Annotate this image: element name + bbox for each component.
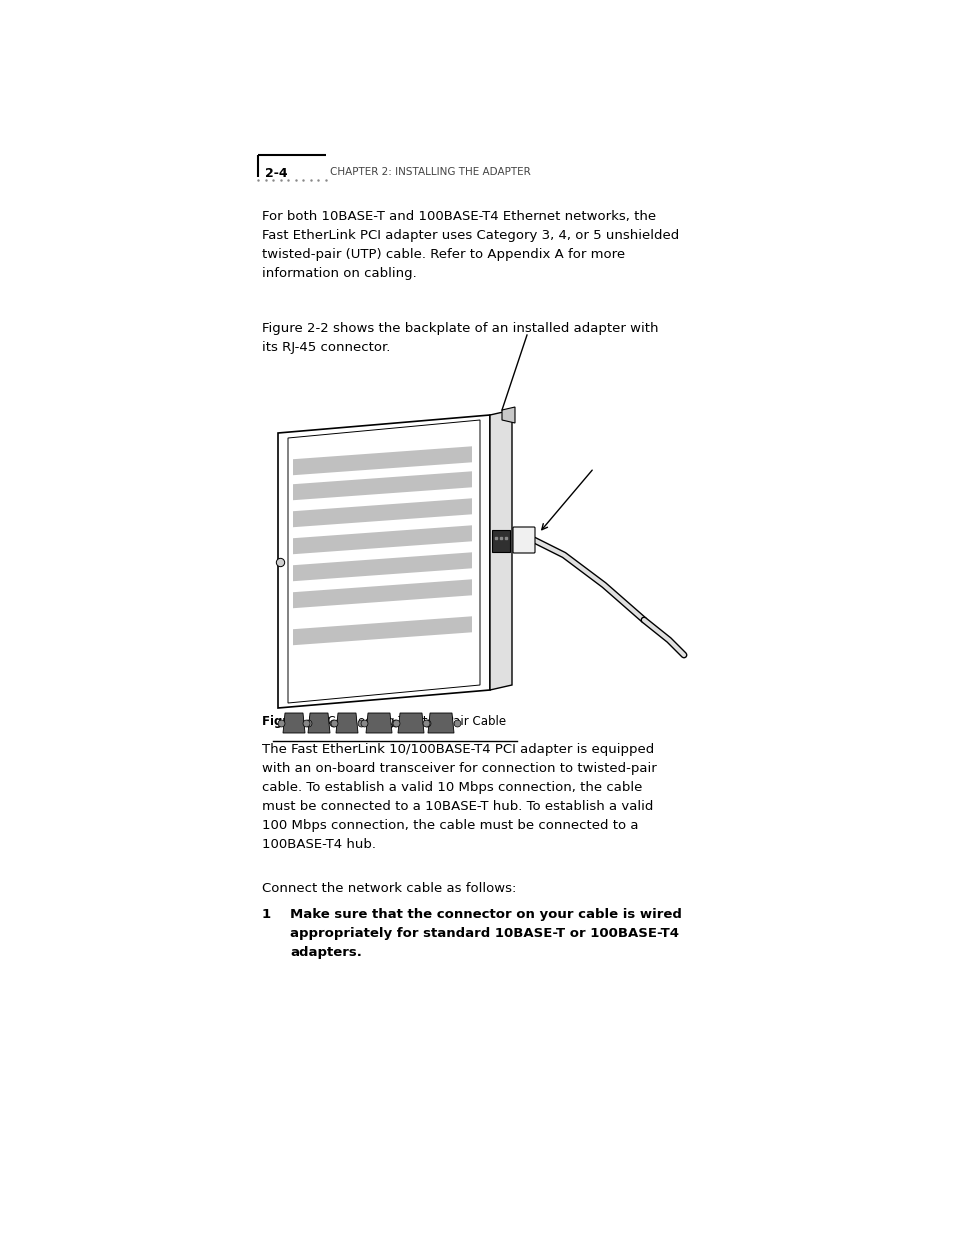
Polygon shape xyxy=(293,498,472,527)
Bar xyxy=(492,530,510,552)
Polygon shape xyxy=(288,420,479,703)
Text: its RJ-45 connector.: its RJ-45 connector. xyxy=(262,341,390,354)
FancyBboxPatch shape xyxy=(513,527,535,553)
Text: Connecting Twisted-Pair Cable: Connecting Twisted-Pair Cable xyxy=(319,715,506,727)
Polygon shape xyxy=(490,410,512,690)
Text: with an on-board transceiver for connection to twisted-pair: with an on-board transceiver for connect… xyxy=(262,762,656,776)
Text: adapters.: adapters. xyxy=(290,946,361,960)
Text: 1: 1 xyxy=(262,908,271,921)
Text: information on cabling.: information on cabling. xyxy=(262,267,416,280)
Text: Figure 2-2: Figure 2-2 xyxy=(262,715,330,727)
Polygon shape xyxy=(293,472,472,500)
Polygon shape xyxy=(308,713,330,734)
Text: Fast EtherLink PCI adapter uses Category 3, 4, or 5 unshielded: Fast EtherLink PCI adapter uses Category… xyxy=(262,228,679,242)
Polygon shape xyxy=(293,525,472,555)
Polygon shape xyxy=(293,616,472,645)
Polygon shape xyxy=(397,713,423,734)
Polygon shape xyxy=(501,408,515,424)
Text: 100 Mbps connection, the cable must be connected to a: 100 Mbps connection, the cable must be c… xyxy=(262,819,638,832)
Polygon shape xyxy=(293,552,472,582)
Text: Connect the network cable as follows:: Connect the network cable as follows: xyxy=(262,882,516,895)
Text: cable. To establish a valid 10 Mbps connection, the cable: cable. To establish a valid 10 Mbps conn… xyxy=(262,781,641,794)
Text: Make sure that the connector on your cable is wired: Make sure that the connector on your cab… xyxy=(290,908,681,921)
Text: Figure 2-2 shows the backplate of an installed adapter with: Figure 2-2 shows the backplate of an ins… xyxy=(262,322,658,335)
Polygon shape xyxy=(366,713,392,734)
Text: 100BASE-T4 hub.: 100BASE-T4 hub. xyxy=(262,839,375,851)
Text: appropriately for standard 10BASE-T or 100BASE-T4: appropriately for standard 10BASE-T or 1… xyxy=(290,927,679,940)
Text: CHAPTER 2: INSTALLING THE ADAPTER: CHAPTER 2: INSTALLING THE ADAPTER xyxy=(330,167,530,177)
Text: The Fast EtherLink 10/100BASE-T4 PCI adapter is equipped: The Fast EtherLink 10/100BASE-T4 PCI ada… xyxy=(262,743,654,756)
Polygon shape xyxy=(277,415,490,708)
Text: twisted-pair (UTP) cable. Refer to Appendix A for more: twisted-pair (UTP) cable. Refer to Appen… xyxy=(262,248,624,261)
Text: must be connected to a 10BASE-T hub. To establish a valid: must be connected to a 10BASE-T hub. To … xyxy=(262,800,653,813)
Polygon shape xyxy=(335,713,357,734)
Polygon shape xyxy=(293,579,472,608)
Polygon shape xyxy=(428,713,454,734)
Polygon shape xyxy=(283,713,305,734)
Text: For both 10BASE-T and 100BASE-T4 Ethernet networks, the: For both 10BASE-T and 100BASE-T4 Etherne… xyxy=(262,210,656,224)
Polygon shape xyxy=(293,446,472,475)
Text: 2-4: 2-4 xyxy=(265,167,287,180)
